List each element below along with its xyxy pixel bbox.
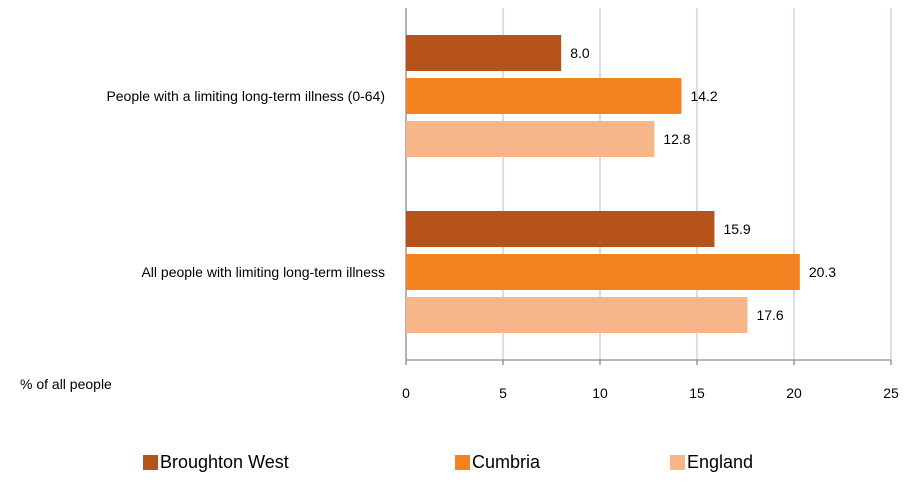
legend-swatch-cumbria [455,455,470,470]
data-label-england-1: 12.8 [663,131,690,147]
bar-chart: 0 5 10 15 20 25 % of all people People with a l… [20,8,899,401]
data-label-broughton-west-2: 15.9 [723,221,750,237]
bar-broughton-west-1 [406,35,562,71]
legend-item-broughton-west: Broughton West [143,452,289,473]
data-label-cumbria-1: 14.2 [690,88,717,104]
bar-england-1 [406,121,655,157]
bar-cumbria-1 [406,78,682,114]
x-tick-label-10: 10 [592,385,608,401]
x-tick-label-25: 25 [883,385,899,401]
category-label-1: People with a limiting long-term illness… [106,88,385,104]
legend-item-cumbria: Cumbria [455,452,540,473]
bar-england-2 [406,297,748,333]
x-tick-label-15: 15 [689,385,705,401]
data-label-cumbria-2: 20.3 [809,264,836,280]
x-axis-title: % of all people [20,376,112,392]
legend-swatch-broughton-west [143,455,158,470]
legend: Broughton West Cumbria England [0,452,917,482]
legend-label-cumbria: Cumbria [472,452,541,472]
category-label-2: All people with limiting long-term illne… [141,264,385,280]
bar-cumbria-2 [406,254,800,290]
legend-label-england: England [687,452,754,472]
x-tick-label-20: 20 [786,385,802,401]
data-label-broughton-west-1: 8.0 [570,45,590,61]
legend-label-broughton-west: Broughton West [160,452,289,472]
data-label-england-2: 17.6 [756,307,783,323]
bar-broughton-west-2 [406,211,715,247]
legend-item-england: England [670,452,753,473]
x-tick-label-5: 5 [499,385,507,401]
x-tick-label-0: 0 [402,385,410,401]
legend-swatch-england [670,455,685,470]
